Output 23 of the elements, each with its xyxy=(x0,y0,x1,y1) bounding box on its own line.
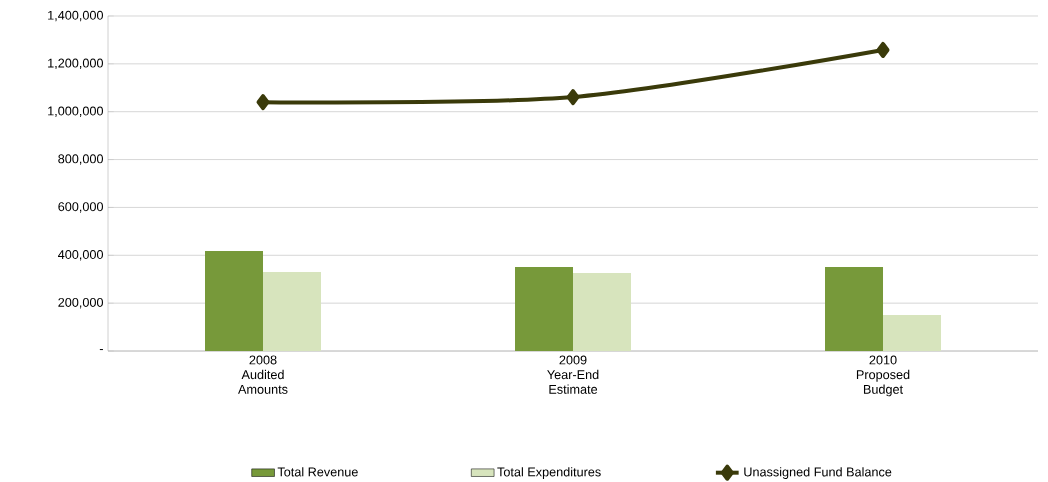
point xyxy=(876,41,890,58)
point xyxy=(256,94,270,111)
y-tick-label: 800,000 xyxy=(58,154,104,165)
point xyxy=(566,89,580,106)
bar xyxy=(825,267,884,351)
x-tick-label: 2010 Proposed Budget xyxy=(856,355,910,397)
bar xyxy=(263,272,321,351)
bar xyxy=(883,315,942,351)
y-tick-label: 1,400,000 xyxy=(48,10,104,22)
y-tick-label: 400,000 xyxy=(58,250,104,261)
y-tick-label: 600,000 xyxy=(58,202,104,213)
x-tick-label: 2009 Year-End Estimate xyxy=(547,355,599,394)
y-tick-label: 1,000,000 xyxy=(48,106,104,117)
bar xyxy=(573,272,632,351)
legend-label: Unassigned Fund Balance xyxy=(744,467,892,479)
y-tick-label: - xyxy=(99,349,103,351)
bar xyxy=(515,267,574,351)
bar xyxy=(205,250,264,351)
y-tick-label: 200,000 xyxy=(58,297,104,309)
legend-label: Total Revenue xyxy=(277,467,358,477)
legend-label: Total Expenditures xyxy=(497,467,601,479)
y-tick-label: 1,200,000 xyxy=(48,58,104,70)
x-tick-label: 2008 Audited Amounts xyxy=(238,355,288,394)
